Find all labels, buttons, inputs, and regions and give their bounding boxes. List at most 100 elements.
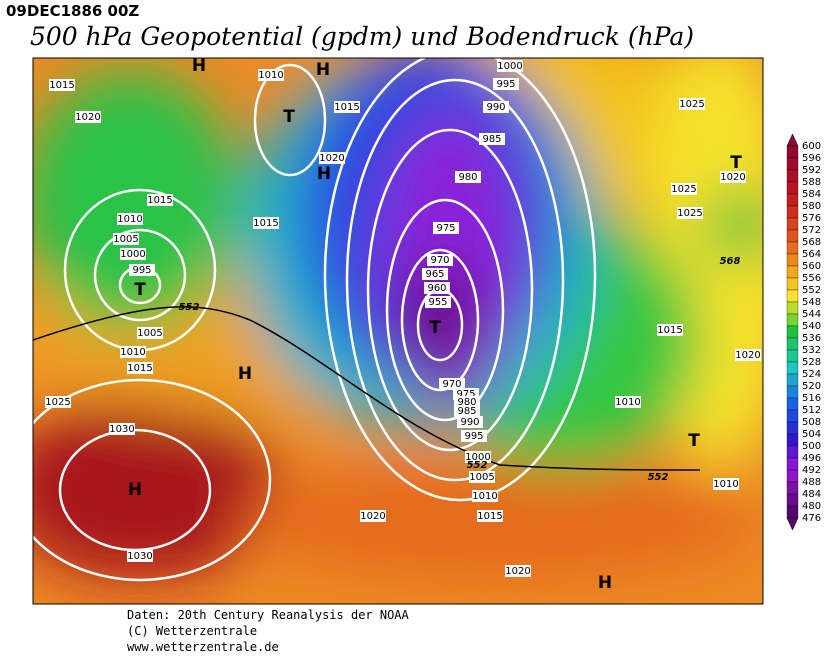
isobar-label-bg — [479, 133, 505, 145]
isobar-label-bg — [433, 222, 459, 234]
isobar-label-bg — [671, 183, 697, 195]
pressure-center: H — [128, 480, 142, 500]
isobar-label-bg — [120, 346, 146, 358]
pressure-center: H — [192, 56, 206, 76]
colorbar-segment — [786, 373, 799, 387]
footer-line: (C) Wetterzentrale — [127, 624, 257, 638]
isobar-label-bg — [49, 79, 75, 91]
colorbar-segment — [786, 457, 799, 471]
colorbar-segment — [786, 145, 799, 159]
isobar-label-bg — [679, 98, 705, 110]
isobar-label-bg — [497, 60, 523, 72]
colorbar-segment — [786, 337, 799, 351]
colorbar-segment — [786, 289, 799, 303]
isobar-label: 1010 — [615, 397, 640, 408]
colorbar-label: 556 — [802, 273, 821, 284]
isobar-label: 1005 — [137, 328, 162, 339]
colorbar-label: 596 — [802, 153, 821, 164]
isobar-label: 1005 — [469, 472, 494, 483]
colorbar-label: 576 — [802, 213, 821, 224]
isobar-label: 990 — [460, 417, 479, 428]
footer-line: Daten: 20th Century Reanalysis der NOAA — [127, 608, 410, 622]
colorbar-segment — [786, 433, 799, 447]
pressure-center: H — [238, 364, 252, 384]
pressure-center: T — [730, 153, 742, 173]
isobar-label-bg — [360, 510, 386, 522]
colorbar-segment — [786, 325, 799, 339]
isobar-label: 1020 — [75, 112, 100, 123]
height-label: 552 — [179, 302, 200, 313]
isobar-label: 995 — [464, 431, 483, 442]
colorbar-segment — [786, 301, 799, 315]
colorbar-segment — [786, 265, 799, 279]
colorbar-label: 536 — [802, 333, 821, 344]
isobar-label: 960 — [427, 283, 446, 294]
colorbar-segment — [786, 193, 799, 207]
isobar-label: 1030 — [127, 551, 152, 562]
height-label: 568 — [720, 256, 741, 267]
colorbar-segment — [786, 157, 799, 171]
colorbar-segment — [786, 181, 799, 195]
colorbar-segment — [786, 445, 799, 459]
colorbar-label: 572 — [802, 225, 821, 236]
isobar-label: 1020 — [735, 350, 760, 361]
colorbar-label: 560 — [802, 261, 821, 272]
colorbar-label: 500 — [802, 441, 821, 452]
isobar-label-bg — [713, 478, 739, 490]
colorbar-label: 552 — [802, 285, 821, 296]
colorbar-segment — [786, 385, 799, 399]
isobar-label-bg — [427, 254, 453, 266]
isobar-label-bg — [472, 490, 498, 502]
isobar-label-bg — [422, 268, 448, 280]
pressure-center: T — [688, 431, 700, 451]
isobar-label: 980 — [458, 172, 477, 183]
colorbar-segment — [786, 505, 799, 519]
pressure-center: T — [429, 318, 441, 338]
isobar-label: 1025 — [677, 208, 702, 219]
isobar-label-bg — [465, 451, 491, 463]
colorbar-segment — [786, 421, 799, 435]
colorbar-label: 532 — [802, 345, 821, 356]
colorbar-segment — [786, 493, 799, 507]
isobar-label: 1025 — [679, 99, 704, 110]
isobar-label: 1010 — [120, 347, 145, 358]
isobar-label: 1015 — [147, 195, 172, 206]
colorbar-label: 488 — [802, 477, 821, 488]
colorbar-label: 584 — [802, 189, 821, 200]
colorbar-label: 524 — [802, 369, 821, 380]
pressure-center: T — [283, 107, 295, 127]
isobar-label-bg — [253, 217, 279, 229]
isobar-label: 1030 — [109, 424, 134, 435]
height-label: 552 — [648, 472, 669, 483]
isobar-label-bg — [469, 471, 495, 483]
isobar-label: 970 — [442, 379, 461, 390]
isobar-label-bg — [493, 78, 519, 90]
colorbar-label: 508 — [802, 417, 821, 428]
colorbar-segment — [786, 313, 799, 327]
isobar-label: 1015 — [253, 218, 278, 229]
isobar-label: 980 — [457, 397, 476, 408]
pressure-center: H — [598, 573, 612, 593]
isobar-label-bg — [455, 171, 481, 183]
isobar-label-bg — [127, 550, 153, 562]
isobar-label-bg — [117, 213, 143, 225]
isobar-label-bg — [258, 69, 284, 81]
isobar-label-bg — [113, 233, 139, 245]
isobar-label-bg — [45, 396, 71, 408]
pressure-center: T — [134, 280, 146, 300]
isobar-label: 1010 — [117, 214, 142, 225]
isobar-label-bg — [615, 396, 641, 408]
colorbar-segment — [786, 409, 799, 423]
isobar-label: 1010 — [713, 479, 738, 490]
colorbar-label: 548 — [802, 297, 821, 308]
colorbar-segment — [786, 349, 799, 363]
isobar-label: 1015 — [49, 80, 74, 91]
colorbar-cap — [786, 517, 799, 531]
isobar-label: 995 — [496, 79, 515, 90]
isobar-label: 1010 — [472, 491, 497, 502]
colorbar-cap — [786, 133, 799, 147]
isobar-label-bg — [439, 378, 465, 390]
height-label: 552 — [467, 460, 488, 471]
isobar-label-bg — [505, 565, 531, 577]
